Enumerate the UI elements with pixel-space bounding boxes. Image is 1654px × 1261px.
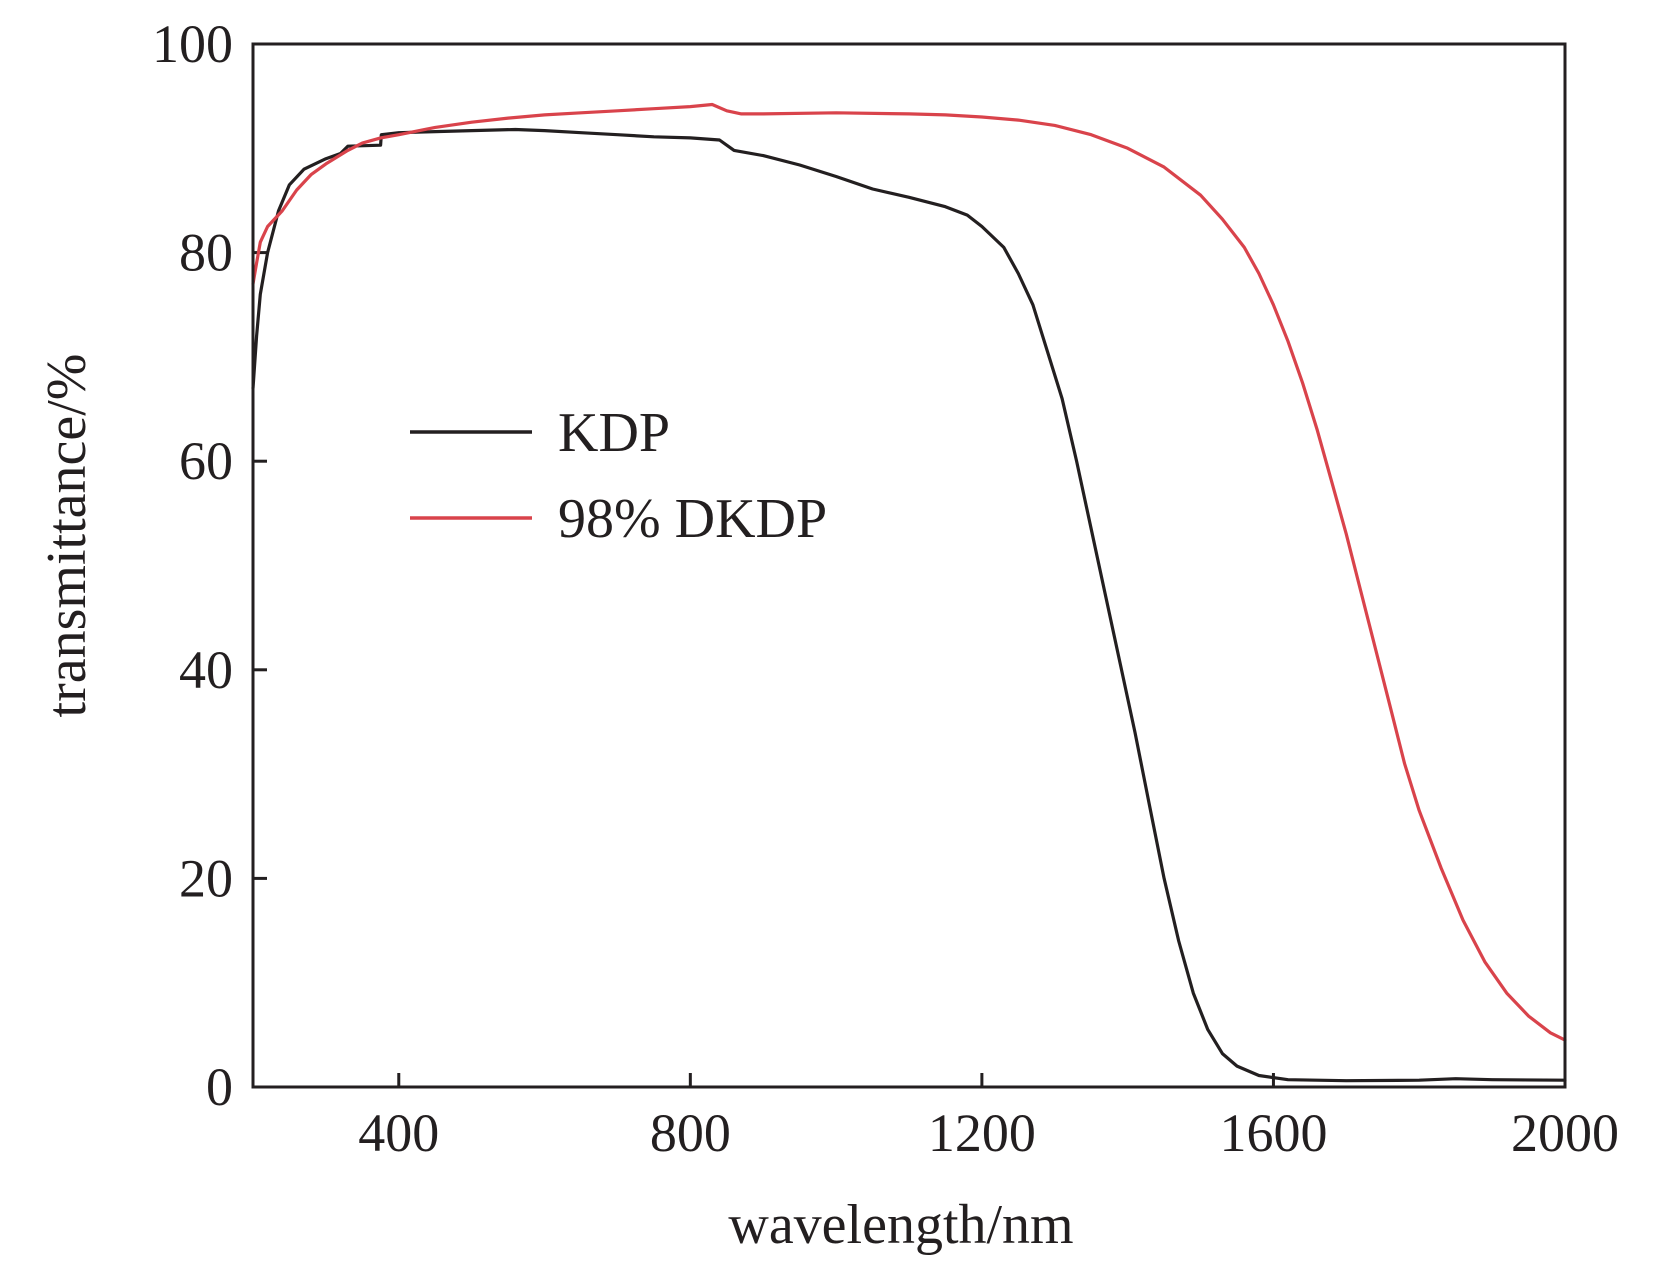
y-axis-title: transmittance/%: [36, 354, 98, 718]
y-tick-label: 100: [152, 14, 233, 74]
x-tick-label: 1200: [928, 1103, 1036, 1163]
legend: KDP 98% DKDP: [410, 402, 827, 550]
plot-frame: [251, 42, 1567, 1089]
legend-label-kdp: KDP: [558, 402, 670, 464]
y-tick-label: 60: [179, 431, 233, 491]
y-tick-label: 0: [206, 1057, 233, 1117]
series-layer: [251, 102, 1567, 1083]
y-tick-label: 20: [179, 848, 233, 908]
y-tick-label: 40: [179, 640, 233, 700]
legend-label-dkdp: 98% DKDP: [558, 488, 827, 550]
y-tick-label: 80: [179, 223, 233, 283]
series-line-dkdp: [251, 102, 1567, 1042]
x-tick-label: 800: [650, 1103, 731, 1163]
x-tick-label: 400: [358, 1103, 439, 1163]
x-tick-label: 1600: [1219, 1103, 1327, 1163]
tick-labels: 400 800 1200 1600 2000 0 20 40 60 80 100: [152, 14, 1619, 1163]
series-line-kdp: [251, 127, 1567, 1083]
axis-ticks: [253, 42, 1567, 1089]
x-axis-title: wavelength/nm: [728, 1194, 1073, 1256]
x-tick-label: 2000: [1511, 1103, 1619, 1163]
